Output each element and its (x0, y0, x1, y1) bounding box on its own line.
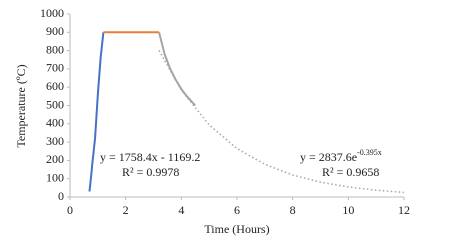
equation-exponent: -0.395x (357, 148, 382, 157)
x-tick-label: 10 (342, 203, 354, 217)
r-squared: R² = 0.9978 (122, 165, 179, 179)
y-tick-label: 800 (46, 42, 64, 56)
series-line (88, 32, 105, 192)
x-tick-label: 8 (290, 203, 296, 217)
y-tick-label: 900 (46, 24, 64, 38)
y-tick-label: 0 (58, 189, 64, 203)
y-tick-label: 400 (46, 116, 64, 130)
r-squared: R² = 0.9658 (322, 165, 379, 179)
y-tick-label: 600 (46, 79, 64, 93)
y-axis-label: Temperature (ºC) (14, 64, 28, 147)
series-line (158, 32, 196, 107)
y-tick-label: 1000 (40, 6, 64, 20)
equation-text: y = 1758.4x - 1169.2 (100, 150, 200, 164)
y-tick-label: 500 (46, 97, 64, 111)
y-tick-label: 200 (46, 152, 64, 166)
fit-equation: y = 1758.4x - 1169.2 (100, 150, 200, 164)
series-line (158, 50, 405, 194)
x-tick-label: 12 (398, 203, 410, 217)
x-tick-label: 2 (123, 203, 129, 217)
fit-equation: y = 2837.6e-0.395x (300, 148, 382, 164)
x-tick-label: 4 (178, 203, 184, 217)
x-axis-label: Time (Hours) (204, 222, 269, 236)
y-tick-label: 300 (46, 134, 64, 148)
x-tick-label: 0 (67, 203, 73, 217)
equation-text: y = 2837.6e (300, 150, 357, 164)
y-tick-label: 100 (46, 170, 64, 184)
y-tick-label: 700 (46, 61, 64, 75)
x-tick-label: 6 (234, 203, 240, 217)
